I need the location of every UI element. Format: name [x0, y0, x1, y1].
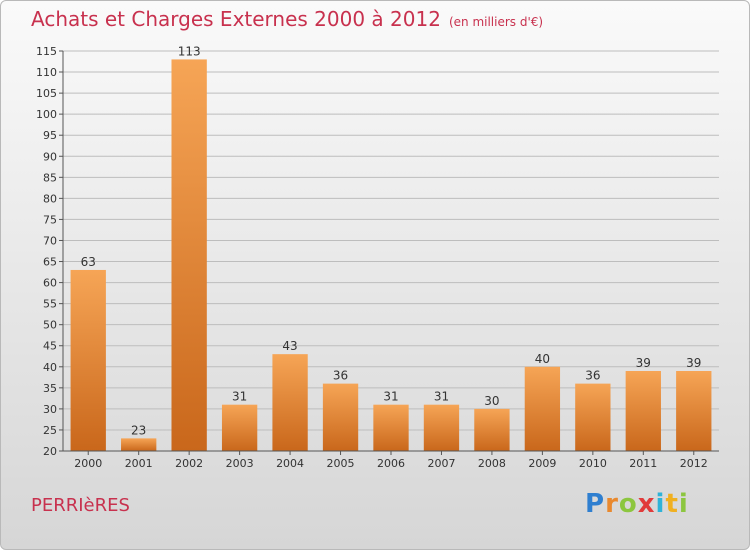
- bar-2003: [221, 404, 258, 451]
- logo-letter: x: [637, 489, 656, 519]
- bar-2010: [575, 383, 611, 451]
- place-name: PERRIèRES: [31, 495, 130, 516]
- ytick-label-75: 75: [43, 213, 57, 226]
- ytick-label-90: 90: [43, 150, 57, 163]
- logo-letter: i: [655, 489, 666, 519]
- xtick-label-2000: 2000: [74, 457, 102, 470]
- logo-letter: t: [665, 489, 679, 519]
- logo-letter: r: [605, 489, 619, 519]
- value-label-2010: 36: [585, 369, 600, 383]
- title-text: Achats et Charges Externes 2000 à 2012: [31, 7, 441, 31]
- value-label-2006: 31: [383, 390, 398, 404]
- data-labels: 63 23 113 31 43 36 31 31 30 40 36 39 39: [81, 44, 702, 437]
- ytick-label-35: 35: [43, 382, 57, 395]
- ytick-label-20: 20: [43, 445, 57, 458]
- xtick-label-2008: 2008: [478, 457, 506, 470]
- ytick-label-30: 30: [43, 403, 57, 416]
- logo-letter: P: [585, 489, 606, 519]
- xtick-label-2003: 2003: [226, 457, 254, 470]
- value-label-2007: 31: [434, 390, 449, 404]
- xtick-label-2011: 2011: [629, 457, 657, 470]
- ytick-label-115: 115: [36, 45, 57, 58]
- xtick-label-2009: 2009: [528, 457, 556, 470]
- chart-title: Achats et Charges Externes 2000 à 2012 (e…: [31, 7, 543, 31]
- bars: [70, 59, 712, 451]
- value-label-2005: 36: [333, 369, 348, 383]
- xtick-label-2001: 2001: [125, 457, 153, 470]
- value-label-2001: 23: [131, 423, 146, 437]
- bar-2012: [676, 371, 712, 451]
- bar-2001: [121, 438, 157, 451]
- value-label-2002: 113: [178, 44, 201, 58]
- bar-2009: [524, 366, 561, 451]
- xtick-label-2012: 2012: [680, 457, 708, 470]
- xtick-label-2010: 2010: [579, 457, 607, 470]
- ytick-label-110: 110: [36, 66, 57, 79]
- value-label-2011: 39: [636, 356, 651, 370]
- logo-letter: o: [618, 489, 638, 519]
- ytick-label-55: 55: [43, 298, 57, 311]
- ytick-label-80: 80: [43, 192, 57, 205]
- ytick-label-100: 100: [36, 108, 57, 121]
- bar-2011: [625, 371, 661, 451]
- ytick-label-85: 85: [43, 171, 57, 184]
- ytick-label-50: 50: [43, 319, 57, 332]
- ytick-label-105: 105: [36, 87, 57, 100]
- value-label-2003: 31: [232, 390, 247, 404]
- ytick-label-65: 65: [43, 256, 57, 269]
- ytick-label-95: 95: [43, 129, 57, 142]
- ytick-label-40: 40: [43, 361, 57, 374]
- axes: 20 25 30 35 40 45 50 55 60 65 70 75 80 85 90 95 100 105 11…: [36, 45, 719, 470]
- chart-subtitle: (en milliers d'€): [448, 15, 544, 29]
- ytick-label-45: 45: [43, 340, 57, 353]
- xtick-label-2004: 2004: [276, 457, 304, 470]
- logo-letter: i: [678, 489, 689, 519]
- value-label-2004: 43: [282, 339, 297, 353]
- bar-2007: [423, 404, 460, 451]
- ytick-label-70: 70: [43, 234, 57, 247]
- bar-2008: [474, 408, 510, 451]
- value-label-2009: 40: [535, 352, 550, 366]
- ytick-label-60: 60: [43, 277, 57, 290]
- bar-2000: [70, 269, 106, 451]
- xtick-label-2005: 2005: [327, 457, 355, 470]
- xtick-label-2002: 2002: [175, 457, 203, 470]
- proxiti-logo: Proxiti: [585, 489, 689, 519]
- value-label-2008: 30: [484, 394, 499, 408]
- value-label-2000: 63: [81, 255, 96, 269]
- ytick-label-25: 25: [43, 424, 57, 437]
- value-label-2012: 39: [686, 356, 701, 370]
- xtick-label-2006: 2006: [377, 457, 405, 470]
- bar-2004: [272, 354, 308, 451]
- xtick-label-2007: 2007: [427, 457, 455, 470]
- bar-2002: [171, 59, 207, 451]
- bar-2005: [322, 383, 359, 451]
- bar-2006: [373, 404, 409, 451]
